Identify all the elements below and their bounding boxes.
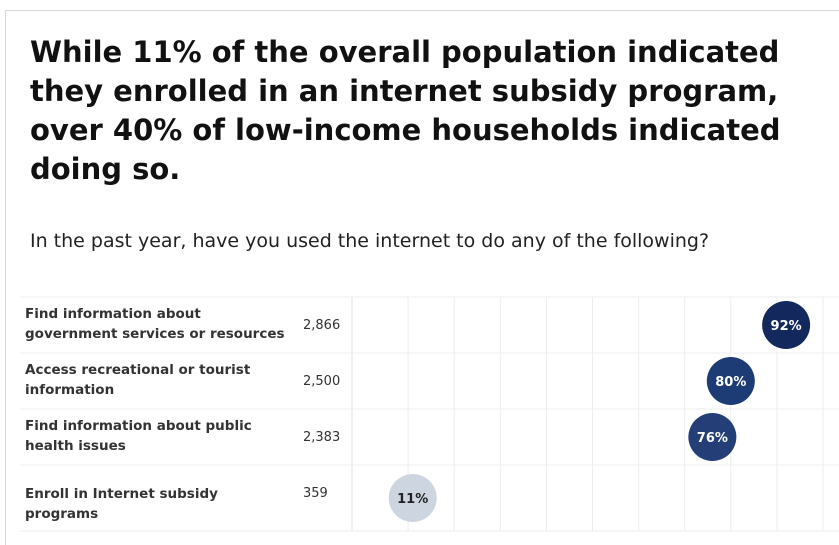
row-count-0: 2,866 [303,318,341,333]
row-count-2: 2,383 [303,430,341,445]
dot-0 [762,301,811,349]
marks-layer: 92% 80% 76% 11% [388,301,811,522]
row-label-0: Find information about government servic… [25,306,285,342]
dot-label-1: 80% [715,375,746,390]
row-label-1: Access recreational or tourist informati… [25,362,251,398]
chart-title: While 11% of the overall population indi… [30,35,781,186]
dot-label-2: 76% [697,431,728,446]
grid-layer [20,296,839,532]
dot-3 [388,474,437,522]
dot-1 [706,357,755,405]
chart-subtitle: In the past year, have you used the inte… [30,230,710,252]
row-count-3: 359 [303,486,328,501]
row-label-3: Enroll in Internet subsidy programs [25,486,218,522]
row-count-1: 2,500 [303,374,341,389]
dot-label-3: 11% [397,492,428,507]
row-label-2: Find information about public health iss… [25,418,252,454]
dot-label-0: 92% [771,319,802,334]
dot-2 [688,413,737,461]
